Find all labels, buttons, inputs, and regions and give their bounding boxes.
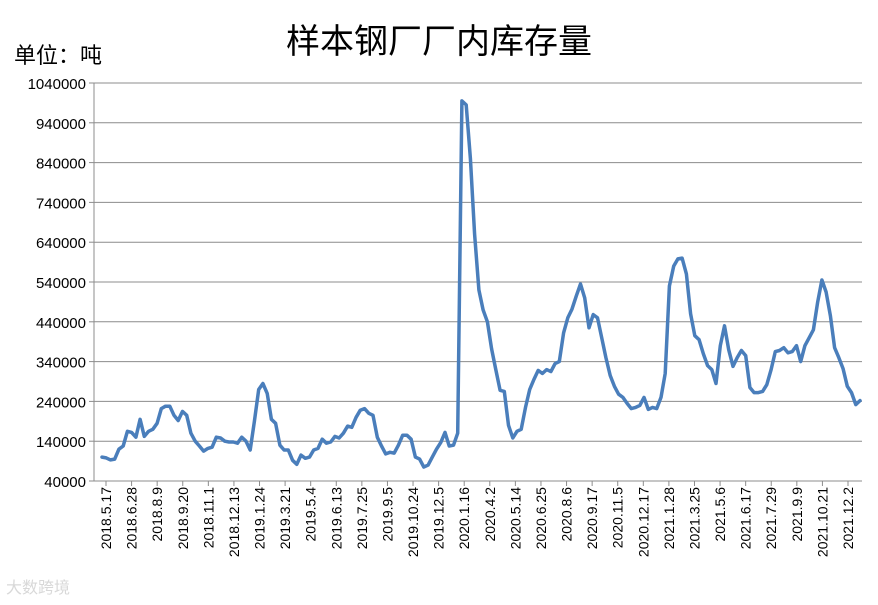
x-tick-label: 2021.1.28 xyxy=(661,487,677,549)
y-tick-label: 440000 xyxy=(36,315,86,332)
x-tick-labels: 2018.5.17 2018.6.28 2018.8.9 2018.9.20 2018.… xyxy=(98,487,856,557)
x-tick-label: 2021.10.21 xyxy=(814,487,830,557)
x-tick-label: 2019.10.24 xyxy=(405,487,421,557)
x-tick-label: 2019.9.5 xyxy=(379,487,395,542)
y-tick-label: 940000 xyxy=(36,116,86,133)
x-tick-label: 2021.3.25 xyxy=(686,487,702,549)
x-tick-label: 2020.8.6 xyxy=(559,487,575,542)
x-tick-label: 2019.5.4 xyxy=(303,487,319,542)
y-tick-label: 340000 xyxy=(36,355,86,372)
x-tick-label: 2019.7.25 xyxy=(354,487,370,549)
x-tick-label: 2019.12.5 xyxy=(431,487,447,549)
x-tick-label: 2019.6.13 xyxy=(328,487,344,549)
x-tick-label: 2019.1.24 xyxy=(252,487,268,549)
x-tick-label: 2020.11.5 xyxy=(610,487,626,548)
watermark-logo: 大数跨境 xyxy=(6,578,71,597)
x-tick-label: 2019.3.21 xyxy=(277,487,293,549)
x-tick-label: 2021.9.9 xyxy=(789,487,805,542)
x-tick-label: 2018.5.17 xyxy=(98,487,114,549)
y-tick-label: 540000 xyxy=(36,275,86,292)
y-tick-label: 40000 xyxy=(44,474,86,491)
series-line xyxy=(100,99,862,469)
x-tick-label: 2020.4.2 xyxy=(482,487,498,542)
chart-title: 样本钢厂厂内库存量 xyxy=(286,22,592,62)
x-tick-label: 2021.7.29 xyxy=(763,487,779,549)
y-tick-label: 1040000 xyxy=(28,76,86,93)
x-tick-label: 2020.6.25 xyxy=(533,487,549,549)
x-tick-label: 2020.12.17 xyxy=(635,487,651,557)
x-tick-label: 2021.12.2 xyxy=(840,487,856,549)
y-tick-label: 840000 xyxy=(36,156,86,173)
y-tick-label: 740000 xyxy=(36,195,86,212)
series-layer xyxy=(100,99,862,469)
x-tick-label: 2021.5.6 xyxy=(712,487,728,542)
x-tick-label: 2018.6.28 xyxy=(124,487,140,549)
y-tick-label: 140000 xyxy=(36,434,86,451)
x-tick-label: 2018.11.1 xyxy=(200,487,216,548)
x-tick-label: 2020.1.16 xyxy=(456,487,472,549)
x-tick-label: 2018.9.20 xyxy=(175,487,191,549)
x-tick-label: 2021.6.17 xyxy=(738,487,754,549)
unit-label: 单位：吨 xyxy=(14,44,103,69)
x-tick-label: 2018.12.13 xyxy=(226,487,242,557)
axes xyxy=(89,82,862,486)
y-tick-label: 640000 xyxy=(36,235,86,252)
x-tick-label: 2020.5.14 xyxy=(507,487,523,549)
x-tick-label: 2018.8.9 xyxy=(149,487,165,542)
y-tick-labels: 40000 140000 240000 340000 440000 540000 64000… xyxy=(28,76,86,491)
y-tick-label: 240000 xyxy=(36,394,86,411)
x-tick-label: 2020.9.17 xyxy=(584,487,600,549)
